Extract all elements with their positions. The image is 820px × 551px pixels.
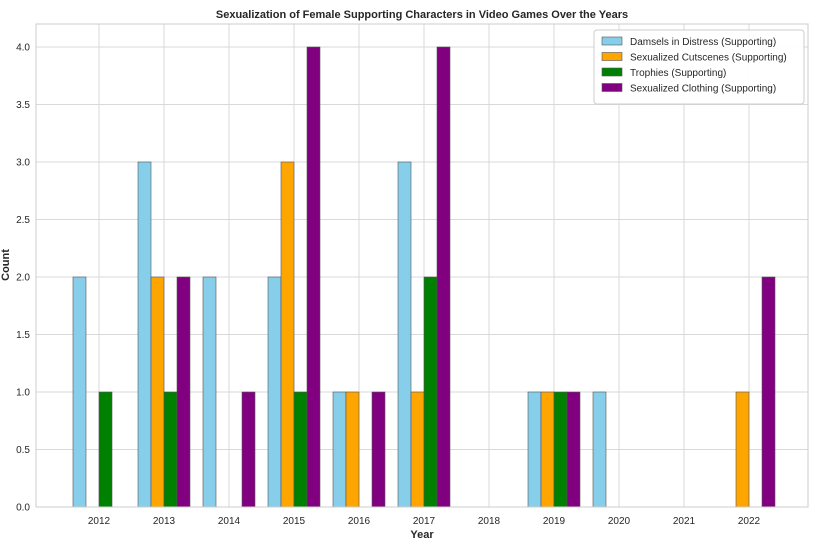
bar bbox=[540, 391, 555, 508]
bar bbox=[592, 391, 607, 508]
bar bbox=[150, 276, 165, 508]
legend-entry: Trophies (Supporting) bbox=[630, 68, 726, 79]
x-tick-label: 2013 bbox=[153, 516, 176, 527]
bar bbox=[332, 391, 347, 508]
bar bbox=[735, 391, 750, 508]
x-tick-label: 2021 bbox=[673, 516, 696, 527]
y-tick-label: 3.0 bbox=[16, 158, 30, 169]
bar bbox=[423, 276, 438, 508]
x-tick-label: 2020 bbox=[608, 516, 631, 527]
y-tick-label: 0.0 bbox=[16, 503, 30, 514]
legend-entry: Sexualized Clothing (Supporting) bbox=[630, 84, 776, 95]
x-tick-label: 2016 bbox=[348, 516, 371, 527]
bar bbox=[306, 46, 321, 508]
bar bbox=[566, 391, 581, 508]
legend-swatch bbox=[601, 36, 623, 46]
x-tick-label: 2019 bbox=[543, 516, 566, 527]
bar bbox=[176, 276, 191, 508]
bar bbox=[98, 391, 113, 508]
bar bbox=[267, 276, 282, 508]
y-tick-label: 0.5 bbox=[16, 445, 30, 456]
x-tick-label: 2017 bbox=[413, 516, 436, 527]
bar bbox=[241, 391, 256, 508]
x-axis-label: Year bbox=[410, 529, 434, 541]
y-tick-label: 1.0 bbox=[16, 388, 30, 399]
bar bbox=[293, 391, 308, 508]
y-tick-label: 2.0 bbox=[16, 273, 30, 284]
y-tick-label: 3.5 bbox=[16, 100, 30, 111]
legend-swatch bbox=[601, 83, 623, 92]
x-tick-label: 2012 bbox=[88, 516, 111, 527]
y-axis-label: Count bbox=[0, 249, 12, 281]
legend-entry: Sexualized Cutscenes (Supporting) bbox=[630, 53, 787, 64]
chart-title: Sexualization of Female Supporting Chara… bbox=[216, 9, 628, 21]
x-tick-label: 2018 bbox=[478, 516, 501, 527]
bar bbox=[436, 46, 451, 508]
bar bbox=[410, 391, 425, 508]
legend-box bbox=[593, 29, 805, 105]
legend-entry: Damsels in Distress (Supporting) bbox=[630, 37, 776, 48]
bar bbox=[345, 391, 360, 508]
bar bbox=[202, 276, 217, 508]
plot-border bbox=[35, 23, 809, 508]
legend-swatch bbox=[601, 67, 623, 77]
bar bbox=[371, 391, 386, 508]
bar bbox=[397, 161, 412, 508]
legend-swatch bbox=[601, 52, 623, 61]
legend: Damsels in Distress (Supporting) Sexualiz… bbox=[593, 29, 805, 105]
bar bbox=[163, 391, 178, 508]
bar bbox=[761, 276, 776, 508]
x-tick-label: 2014 bbox=[218, 516, 241, 527]
x-tick-label: 2015 bbox=[283, 516, 306, 527]
bar bbox=[527, 391, 542, 508]
bar bbox=[553, 391, 568, 508]
bar bbox=[72, 276, 87, 508]
y-tick-label: 4.0 bbox=[16, 43, 30, 54]
bar bbox=[137, 161, 152, 508]
bar bbox=[280, 161, 295, 508]
y-tick-label: 2.5 bbox=[16, 215, 30, 226]
x-tick-label: 2022 bbox=[738, 516, 761, 527]
y-tick-label: 1.5 bbox=[16, 330, 30, 341]
